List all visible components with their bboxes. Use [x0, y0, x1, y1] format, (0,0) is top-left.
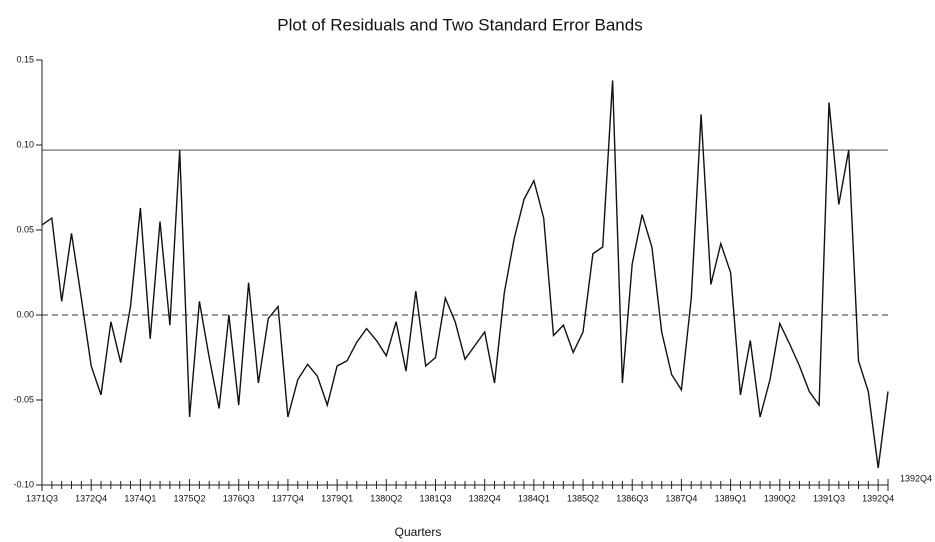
y-tick-label: 0.10	[16, 139, 34, 149]
x-tick-label: 1384Q1	[518, 493, 550, 503]
x-tick-label: 1377Q4	[272, 493, 304, 503]
y-tick-label: -0.10	[13, 479, 34, 489]
x-tick-label: 1371Q3	[26, 493, 58, 503]
x-tick-label: 1387Q4	[665, 493, 697, 503]
residual-line	[42, 80, 888, 468]
x-tick-label: 1376Q3	[223, 493, 255, 503]
y-tick-label: 0.05	[16, 224, 34, 234]
x-tick-label: 1391Q3	[813, 493, 845, 503]
x-tick-label: 1374Q1	[124, 493, 156, 503]
x-tick-label: 1390Q2	[764, 493, 796, 503]
x-tick-label: 1392Q4	[862, 493, 894, 503]
x-tick-label: 1385Q2	[567, 493, 599, 503]
chart-title: Plot of Residuals and Two Standard Error…	[277, 15, 642, 34]
x-tick-label: 1386Q3	[616, 493, 648, 503]
x-tick-label: 1372Q4	[75, 493, 107, 503]
x-tick-label: 1392Q4	[900, 473, 932, 483]
x-tick-label: 1382Q4	[469, 493, 501, 503]
x-axis-label: Quarters	[395, 525, 442, 539]
x-tick-label: 1375Q2	[174, 493, 206, 503]
x-tick-label: 1381Q3	[419, 493, 451, 503]
y-tick-label: 0.15	[16, 54, 34, 64]
y-tick-label: 0.00	[16, 309, 34, 319]
x-tick-label: 1380Q2	[370, 493, 402, 503]
x-tick-label: 1389Q1	[715, 493, 747, 503]
y-tick-label: -0.05	[13, 394, 34, 404]
chart: Plot of Residuals and Two Standard Error…	[0, 0, 935, 542]
x-tick-label: 1379Q1	[321, 493, 353, 503]
